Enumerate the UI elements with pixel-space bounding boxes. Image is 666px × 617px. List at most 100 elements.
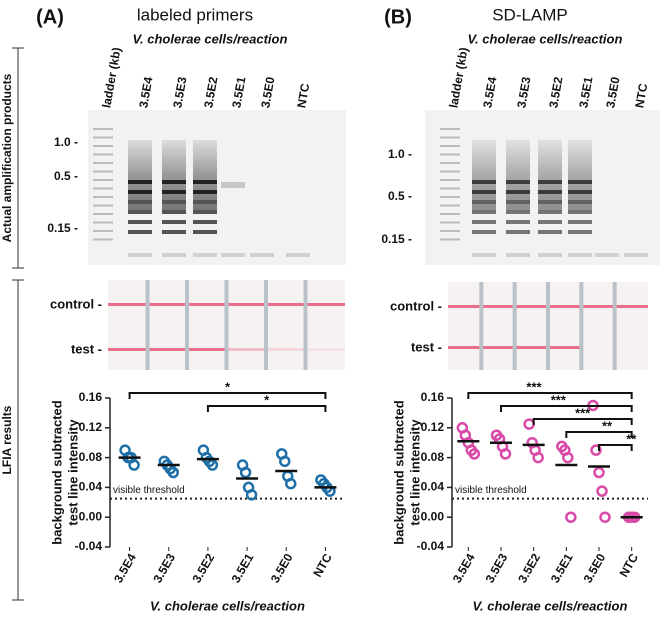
data-point	[167, 466, 179, 479]
panel-title: SD-LAMP	[492, 5, 568, 24]
strip-divider	[185, 280, 189, 370]
gel-band	[128, 200, 152, 204]
ladder-band	[93, 238, 113, 241]
gel-band	[250, 253, 274, 257]
y-tick-label: 0.16	[421, 390, 445, 404]
lane-label: NTC	[294, 82, 312, 109]
strip-divider	[303, 280, 308, 370]
data-point	[599, 511, 611, 523]
lane-label: 3.5E3	[170, 75, 189, 109]
significance-bracket	[598, 444, 633, 451]
gel-band	[506, 253, 530, 257]
gel-band	[568, 180, 592, 184]
data-point	[562, 451, 574, 464]
gel-band	[162, 220, 186, 224]
ladder-band	[440, 238, 460, 241]
gel-band	[193, 200, 217, 204]
x-tick-label: 3.5E1	[548, 551, 576, 585]
ladder-band	[440, 196, 460, 198]
x-tick-label: 3.5E2	[515, 551, 543, 585]
ladder-band	[93, 153, 113, 156]
y-tick-label: 0.16	[79, 390, 103, 404]
x-axis-label: V. cholerae cells/reaction	[473, 598, 628, 613]
significance-bracket	[206, 405, 327, 412]
gel-band	[128, 210, 152, 214]
ladder-band	[440, 145, 460, 147]
data-point	[279, 455, 291, 468]
y-tick-label: 0.04	[421, 480, 445, 494]
ladder-band	[93, 136, 113, 139]
gel-band	[286, 253, 310, 257]
gel-band	[128, 220, 152, 224]
test-line	[481, 346, 515, 349]
gel-band	[193, 220, 217, 224]
control-line	[448, 305, 482, 308]
gel-band	[538, 220, 562, 224]
strip-label: test -	[71, 341, 102, 356]
gel-band	[538, 190, 562, 194]
gel-band	[193, 253, 217, 257]
x-tick-label: 3.5E3	[150, 551, 178, 585]
lane-label: NTC	[632, 82, 650, 109]
gel-smear	[193, 140, 217, 210]
gel-band	[472, 200, 496, 204]
gel-band	[128, 180, 152, 184]
significance-label: **	[626, 431, 637, 446]
gel-band	[472, 253, 496, 257]
strip-label: test -	[411, 339, 442, 354]
gel-band	[162, 180, 186, 184]
significance-label: **	[602, 418, 613, 433]
lane-label: 3.5E2	[546, 75, 565, 109]
control-line	[481, 305, 515, 308]
y-tick-label: -0.04	[417, 539, 445, 553]
strip-label: control -	[390, 298, 442, 313]
y-tick-label: -0.04	[75, 539, 103, 553]
lane-label: 3.5E4	[480, 75, 499, 109]
data-point	[245, 489, 258, 501]
x-tick-label: 3.5E0	[581, 551, 609, 585]
data-point	[128, 459, 140, 471]
data-point	[499, 448, 512, 460]
ladder-band	[440, 213, 460, 215]
size-label: 0.5 -	[388, 189, 412, 203]
data-point	[596, 485, 608, 497]
test-line	[305, 348, 345, 351]
y-axis-label: test line intensity	[65, 419, 80, 526]
gel-band	[162, 200, 186, 204]
gel-band	[506, 180, 530, 184]
gel-band	[193, 210, 217, 214]
gel-band	[472, 210, 496, 214]
gel-smear	[506, 140, 530, 210]
gel-band	[472, 220, 496, 224]
test-line	[226, 348, 266, 351]
ladder-band	[440, 221, 460, 224]
y-tick-label: 0.00	[79, 509, 103, 523]
gel-band	[506, 200, 530, 204]
significance-label: ***	[551, 392, 567, 407]
ladder-band	[440, 136, 460, 139]
data-point	[206, 459, 219, 471]
ladder-band	[93, 162, 113, 164]
ladder-band	[93, 204, 113, 207]
control-line	[614, 305, 648, 308]
significance-label: ***	[526, 379, 542, 394]
x-tick-label: 3.5E3	[483, 551, 511, 585]
gel-band	[162, 210, 186, 214]
test-line	[266, 348, 306, 351]
gel-band	[568, 210, 592, 214]
panel-label: (B)	[384, 6, 412, 28]
gel-band	[472, 180, 496, 184]
lane-label: 3.5E1	[229, 75, 248, 109]
gel-band	[568, 230, 592, 234]
significance-label: *	[225, 379, 231, 394]
data-point	[593, 466, 605, 479]
control-line	[147, 303, 187, 306]
size-label: 1.0 -	[388, 147, 412, 161]
data-point	[239, 466, 252, 479]
x-axis-label: V. cholerae cells/reaction	[150, 598, 305, 613]
y-tick-label: 0.12	[421, 420, 445, 434]
lane-label: 3.5E0	[258, 75, 277, 109]
test-line	[187, 348, 227, 351]
lane-label: 3.5E1	[576, 75, 595, 109]
y-tick-label: 0.12	[79, 420, 103, 434]
